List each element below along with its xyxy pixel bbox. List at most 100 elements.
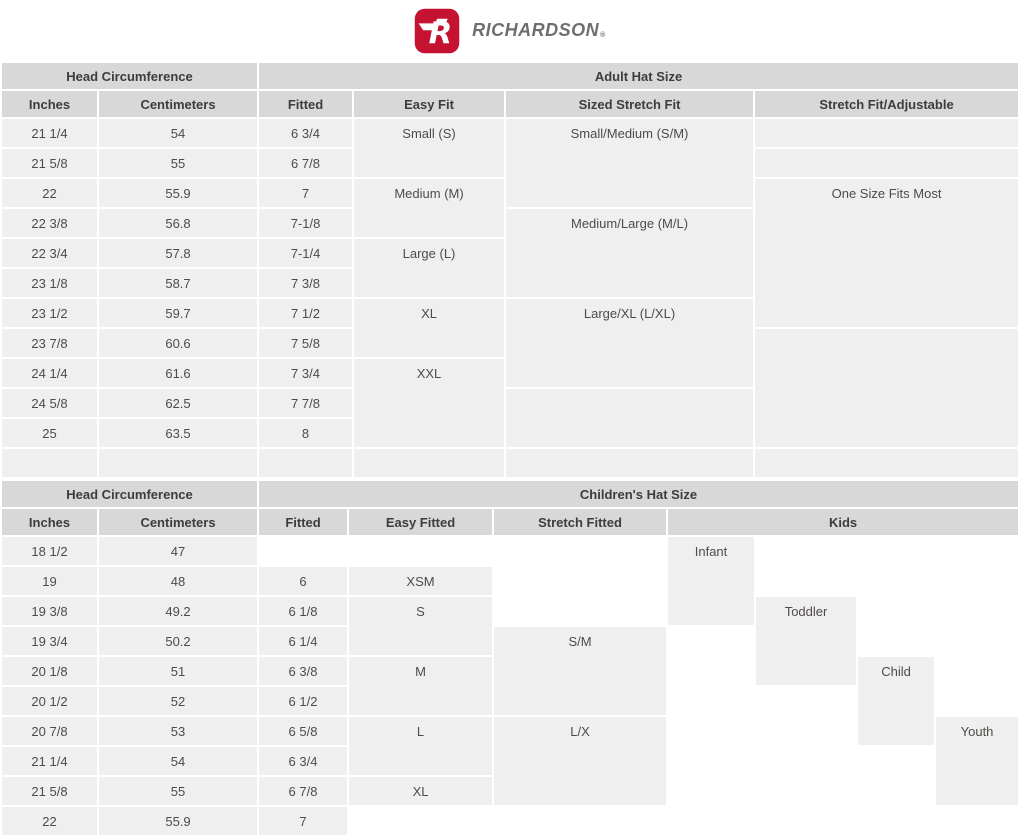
table-row: 24 5/8 62.5 7 7/8 xyxy=(2,389,1018,447)
group-header-head-circumference: Head Circumference xyxy=(2,63,258,89)
kids-box-toddler: Toddler xyxy=(756,597,857,685)
cell-large-l: Large (L) xyxy=(354,239,505,297)
cell-medium-m: Medium (M) xyxy=(354,179,505,237)
column-header-stretch-fitted: Stretch Fitted xyxy=(494,509,667,535)
cell-7: 7 xyxy=(259,179,353,207)
cell-25: 25 xyxy=(2,419,97,447)
cell-xxl: XXL xyxy=(354,359,505,447)
cell-xl: XL xyxy=(349,777,493,805)
logo-header: R RICHARDSON ® xyxy=(0,0,1020,61)
cell-6-3-8: 6 3/8 xyxy=(259,657,348,685)
cell-55: 55 xyxy=(99,777,258,805)
table-row: 19 3/4 50.2 6 1/4 S/M xyxy=(2,627,1018,715)
cell-53: 53 xyxy=(99,717,258,745)
cell-22-3-4: 22 3/4 xyxy=(2,239,97,267)
column-header-centimeters: Centimeters xyxy=(99,91,258,117)
cell-23-1-8: 23 1/8 xyxy=(2,269,97,297)
empty-cell xyxy=(506,389,754,447)
cell-48: 48 xyxy=(99,567,258,595)
cell-one-size-fits-most: One Size Fits Most xyxy=(755,179,1019,327)
column-header-easy-fitted: Easy Fitted xyxy=(349,509,493,535)
cell-63-5: 63.5 xyxy=(99,419,258,447)
kids-box-youth: Youth xyxy=(936,717,1019,805)
cell-6-1-2: 6 1/2 xyxy=(259,687,348,715)
cell-6-3-4: 6 3/4 xyxy=(259,747,348,775)
column-header-kids: Kids xyxy=(668,509,1019,535)
cell-18-1-2: 18 1/2 xyxy=(2,537,97,565)
kids-box-child: Child xyxy=(858,657,935,745)
childrens-hat-size-table: Head Circumference Children's Hat Size Inc… xyxy=(0,479,1020,837)
cell-l: L xyxy=(349,717,493,775)
cell-s: S xyxy=(349,597,493,655)
empty-cell xyxy=(99,449,258,477)
cell-6-7-8: 6 7/8 xyxy=(259,777,348,805)
table-row: 22 3/4 57.8 7-1/4 Large (L) xyxy=(2,239,1018,297)
empty-cell xyxy=(494,807,667,835)
cell-7-1-4: 7-1/4 xyxy=(259,239,353,267)
cell-6-3-4: 6 3/4 xyxy=(259,119,353,147)
column-header-sized-stretch-fit: Sized Stretch Fit xyxy=(506,91,754,117)
brand-name: RICHARDSON ® xyxy=(472,20,606,41)
cell-small-s: Small (S) xyxy=(354,119,505,177)
column-header-centimeters: Centimeters xyxy=(99,509,258,535)
cell-7-7-8: 7 7/8 xyxy=(259,389,353,417)
cell-22: 22 xyxy=(2,179,97,207)
kids-box-infant: Infant xyxy=(668,537,755,625)
empty-cell xyxy=(755,449,1019,477)
table-row: 22 3/8 56.8 7-1/8 Medium/Large (M/L) xyxy=(2,209,1018,297)
column-header-stretch-fit-adjustable: Stretch Fit/Adjustable xyxy=(755,91,1019,117)
kids-age-groups-area: Infant Toddler Child Youth xyxy=(668,537,1019,835)
empty-cell xyxy=(755,149,1019,177)
column-header-easy-fit: Easy Fit xyxy=(354,91,505,117)
column-header-fitted: Fitted xyxy=(259,91,353,117)
cell-59-7: 59.7 xyxy=(99,299,258,327)
table-row: 20 7/8 53 6 5/8 L L/X xyxy=(2,717,1018,805)
cell-7-3-8: 7 3/8 xyxy=(259,269,353,297)
cell-55-9: 55.9 xyxy=(99,179,258,207)
empty-cell xyxy=(2,449,97,477)
cell-7-1-8: 7-1/8 xyxy=(259,209,353,237)
table-row: 21 1/4 54 6 3/4 xyxy=(2,747,1018,775)
cell-6-5-8: 6 5/8 xyxy=(259,717,348,745)
column-header-inches: Inches xyxy=(2,509,97,535)
cell-20-1-2: 20 1/2 xyxy=(2,687,97,715)
cell-21-5-8: 21 5/8 xyxy=(2,777,97,805)
empty-cell xyxy=(354,449,505,477)
cell-22: 22 xyxy=(2,807,97,835)
richardson-r-icon: R xyxy=(414,8,460,53)
cell-7-3-4: 7 3/4 xyxy=(259,359,353,387)
cell-55: 55 xyxy=(99,149,258,177)
cell-6-7-8: 6 7/8 xyxy=(259,149,353,177)
table-row: 22 55.9 7 Medium (M) One Size Fits Most xyxy=(2,179,1019,327)
cell-large-xl-l-xl: Large/XL (L/XL) xyxy=(506,299,754,387)
empty-cell xyxy=(506,449,754,477)
cell-xsm: XSM xyxy=(349,567,493,595)
cell-medium-large-m-l: Medium/Large (M/L) xyxy=(506,209,754,297)
cell-xl: XL xyxy=(354,299,505,357)
cell-6-1-8: 6 1/8 xyxy=(259,597,348,625)
cell-19-3-4: 19 3/4 xyxy=(2,627,97,655)
cell-54: 54 xyxy=(99,119,258,147)
cell-24-5-8: 24 5/8 xyxy=(2,389,97,417)
group-header-head-circumference: Head Circumference xyxy=(2,481,258,507)
cell-21-5-8: 21 5/8 xyxy=(2,149,97,177)
table-row xyxy=(2,449,1019,477)
table-row: 19 48 6 XSM xyxy=(2,567,1018,595)
cell-small-medium-s-m: Small/Medium (S/M) xyxy=(506,119,754,207)
table-row: 21 1/4 54 6 3/4 Small (S) Small/Medium (S/M) xyxy=(2,119,1019,207)
empty-cell xyxy=(349,537,493,565)
cell-50-2: 50.2 xyxy=(99,627,258,655)
cell-20-1-8: 20 1/8 xyxy=(2,657,97,685)
cell-58-7: 58.7 xyxy=(99,269,258,297)
table-row: 20 1/8 51 6 3/8 M xyxy=(2,657,1018,715)
registered-mark: ® xyxy=(600,32,606,39)
cell-52: 52 xyxy=(99,687,258,715)
cell-8: 8 xyxy=(259,419,353,447)
empty-cell xyxy=(349,807,493,835)
cell-23-1-2: 23 1/2 xyxy=(2,299,97,327)
cell-62-5: 62.5 xyxy=(99,389,258,417)
table-row: 23 1/2 59.7 7 1/2 XL Large/XL (L/XL) xyxy=(2,299,1018,387)
table-row: 23 7/8 60.6 7 5/8 xyxy=(2,329,1019,447)
empty-cell xyxy=(259,449,353,477)
cell-51: 51 xyxy=(99,657,258,685)
